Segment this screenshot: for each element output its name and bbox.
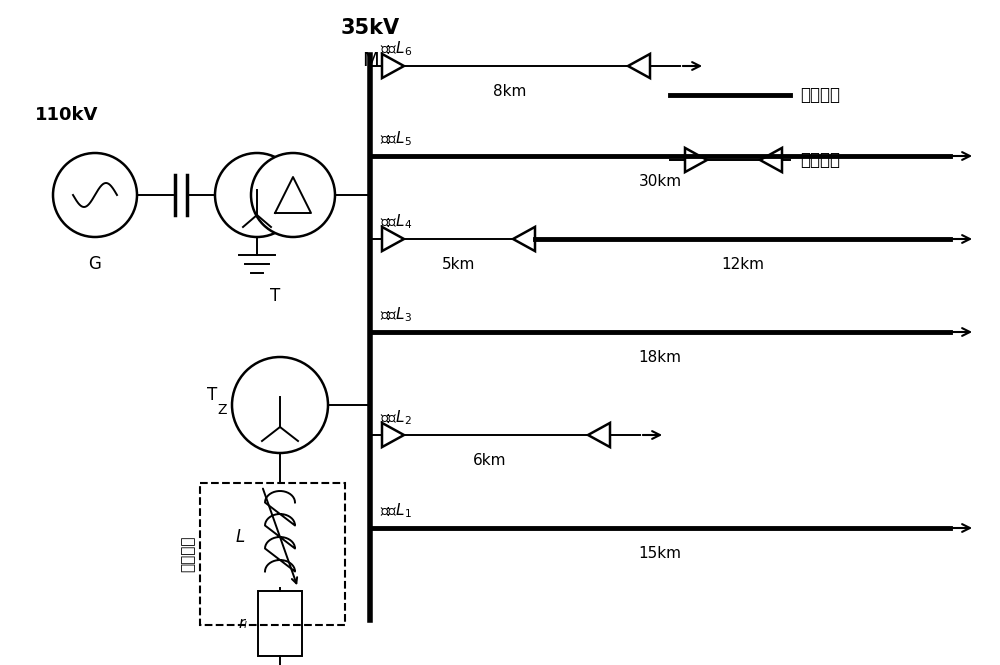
Text: 5km: 5km	[442, 257, 475, 272]
Text: 电缆线路: 电缆线路	[800, 151, 840, 169]
Text: 18km: 18km	[639, 350, 682, 365]
Text: 15km: 15km	[639, 546, 682, 561]
Text: 110kV: 110kV	[35, 106, 98, 124]
Text: 馈线$L_2$: 馈线$L_2$	[380, 408, 412, 427]
Text: Z: Z	[218, 403, 227, 417]
Text: 馈线$L_5$: 馈线$L_5$	[380, 129, 412, 148]
Text: 馈线$L_1$: 馈线$L_1$	[380, 501, 412, 520]
Text: 消弧线圈: 消弧线圈	[180, 536, 196, 573]
Text: 馈线$L_6$: 馈线$L_6$	[380, 39, 412, 58]
Text: 8km: 8km	[493, 84, 527, 99]
Text: rₗ: rₗ	[239, 616, 247, 631]
Text: 12km: 12km	[721, 257, 764, 272]
Bar	[258, 591, 302, 656]
Text: 馈线$L_3$: 馈线$L_3$	[380, 305, 412, 324]
Text: T: T	[207, 386, 217, 404]
Text: 6km: 6km	[473, 453, 507, 468]
Text: 馈线$L_4$: 馈线$L_4$	[380, 212, 412, 231]
Text: G: G	[89, 255, 101, 273]
Circle shape	[251, 153, 335, 237]
Text: L: L	[235, 528, 245, 546]
Text: 架空线路: 架空线路	[800, 86, 840, 104]
Text: T: T	[270, 287, 280, 305]
Circle shape	[215, 153, 299, 237]
Text: M: M	[362, 51, 378, 70]
Circle shape	[232, 357, 328, 453]
Text: 35kV: 35kV	[340, 18, 400, 38]
Text: 30km: 30km	[638, 174, 682, 189]
